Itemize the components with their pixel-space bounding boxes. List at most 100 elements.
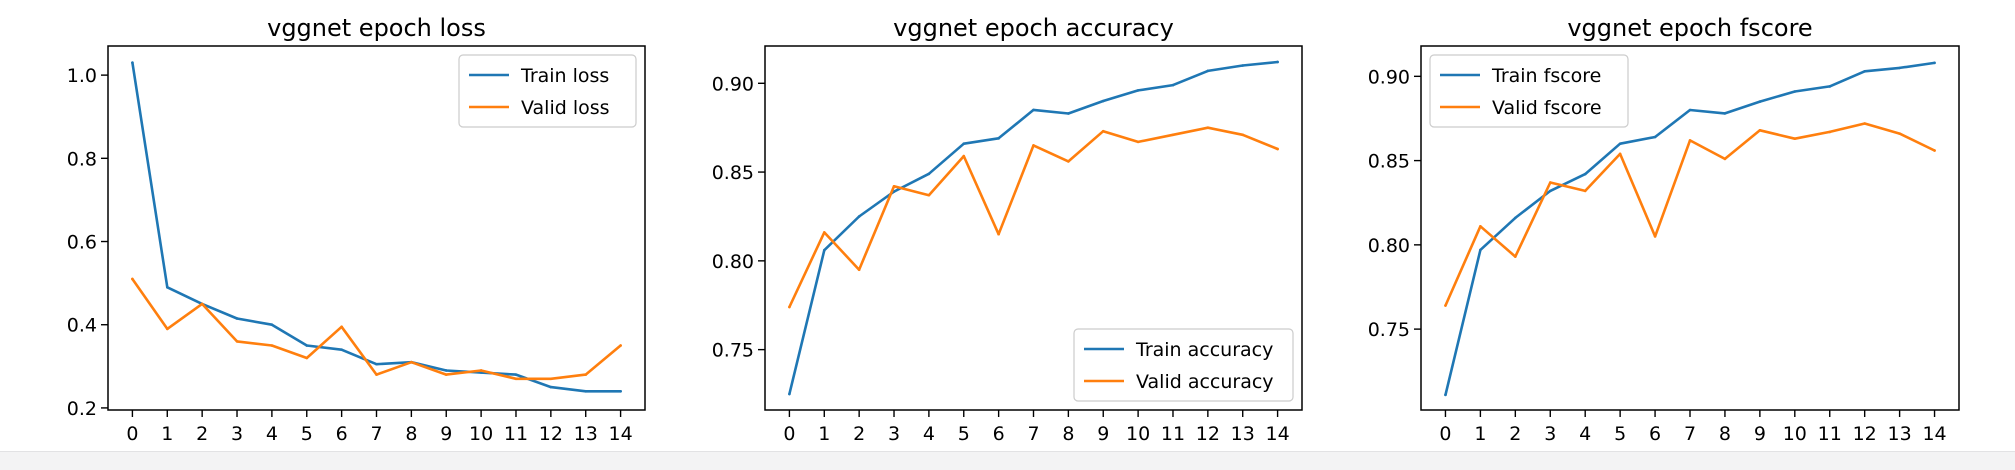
data-point bbox=[1032, 108, 1035, 112]
data-point bbox=[235, 340, 239, 343]
x-tick-label: 10 bbox=[1126, 423, 1150, 445]
data-point bbox=[1828, 130, 1832, 134]
y-tick-label: 0.4 bbox=[67, 315, 97, 337]
data-point bbox=[549, 377, 553, 381]
x-tick-label: 0 bbox=[1439, 423, 1451, 445]
data-point bbox=[1723, 112, 1727, 115]
data-point bbox=[1206, 126, 1210, 129]
data-point bbox=[1241, 133, 1245, 137]
x-tick-label: 9 bbox=[1754, 423, 1766, 445]
data-point bbox=[165, 285, 169, 289]
data-point bbox=[1688, 108, 1692, 112]
chart-title: vggnet epoch loss bbox=[267, 14, 486, 42]
x-tick-label: 10 bbox=[469, 423, 493, 445]
data-point bbox=[549, 385, 553, 389]
data-point bbox=[514, 377, 518, 381]
data-point bbox=[857, 268, 861, 272]
x-tick-label: 8 bbox=[405, 423, 417, 445]
x-tick-label: 9 bbox=[440, 423, 452, 445]
x-tick-label: 2 bbox=[196, 423, 208, 445]
data-point bbox=[619, 389, 622, 393]
x-tick-label: 11 bbox=[504, 423, 528, 445]
bottom-scroll-bar bbox=[0, 451, 2015, 470]
x-tick-label: 13 bbox=[1888, 423, 1912, 445]
legend-label: Valid fscore bbox=[1492, 97, 1602, 119]
y-tick-label: 0.90 bbox=[1368, 66, 1410, 88]
data-point bbox=[962, 154, 966, 158]
data-point bbox=[962, 142, 966, 145]
x-tick-label: 4 bbox=[1579, 423, 1591, 445]
x-tick-label: 0 bbox=[783, 423, 795, 445]
data-point bbox=[340, 348, 343, 351]
data-point bbox=[822, 231, 826, 234]
y-tick-label: 0.80 bbox=[712, 251, 754, 273]
y-tick-label: 0.75 bbox=[712, 340, 754, 362]
x-tick-label: 4 bbox=[266, 423, 278, 445]
data-point bbox=[1688, 139, 1692, 142]
data-point bbox=[1444, 393, 1447, 397]
legend-label: Train loss bbox=[520, 65, 609, 87]
data-point bbox=[857, 215, 861, 218]
data-point bbox=[1618, 152, 1622, 156]
data-point bbox=[479, 369, 483, 372]
x-tick-label: 2 bbox=[853, 423, 865, 445]
x-tick-label: 5 bbox=[301, 423, 313, 445]
x-tick-label: 14 bbox=[1265, 423, 1289, 445]
data-point bbox=[1898, 66, 1901, 70]
data-point bbox=[1241, 64, 1245, 67]
data-point bbox=[514, 373, 518, 376]
y-tick-label: 0.85 bbox=[1368, 151, 1410, 173]
x-tick-label: 3 bbox=[888, 423, 900, 445]
data-point bbox=[1933, 61, 1936, 65]
legend-label: Train fscore bbox=[1491, 65, 1601, 87]
data-point bbox=[200, 302, 204, 306]
x-tick-label: 7 bbox=[1684, 423, 1696, 445]
data-point bbox=[822, 248, 826, 252]
data-point bbox=[1479, 225, 1482, 228]
data-point bbox=[927, 193, 931, 197]
y-tick-label: 1.0 bbox=[67, 65, 97, 87]
legend-label: Valid loss bbox=[521, 97, 610, 119]
data-point bbox=[1101, 129, 1105, 133]
chart-title: vggnet epoch accuracy bbox=[893, 14, 1174, 42]
x-tick-label: 13 bbox=[1231, 423, 1255, 445]
data-point bbox=[270, 323, 274, 327]
data-point bbox=[1793, 137, 1797, 140]
data-point bbox=[1793, 90, 1797, 93]
x-tick-label: 9 bbox=[1097, 423, 1109, 445]
data-point bbox=[1583, 189, 1587, 193]
data-point bbox=[1276, 147, 1279, 151]
data-point bbox=[1171, 133, 1175, 137]
data-point bbox=[375, 362, 378, 366]
x-tick-label: 2 bbox=[1509, 423, 1521, 445]
data-point bbox=[1514, 216, 1517, 220]
data-point bbox=[1206, 69, 1210, 73]
x-tick-label: 14 bbox=[1922, 423, 1946, 445]
legend: Train fscore Valid fscore bbox=[1429, 54, 1629, 128]
x-tick-label: 8 bbox=[1062, 423, 1074, 445]
data-point bbox=[1548, 189, 1552, 193]
x-tick-label: 1 bbox=[818, 423, 830, 445]
x-tick-label: 6 bbox=[993, 423, 1005, 445]
x-tick-label: 8 bbox=[1719, 423, 1731, 445]
data-point bbox=[1067, 160, 1070, 163]
data-point bbox=[444, 369, 448, 372]
data-point bbox=[584, 373, 588, 376]
y-tick-label: 0.75 bbox=[1368, 319, 1410, 341]
data-point bbox=[1863, 69, 1866, 73]
y-tick-label: 0.85 bbox=[712, 162, 754, 184]
x-tick-label: 7 bbox=[1027, 423, 1039, 445]
x-tick-label: 12 bbox=[1196, 423, 1220, 445]
y-tick-label: 0.90 bbox=[712, 73, 754, 95]
legend-label: Valid accuracy bbox=[1136, 371, 1274, 393]
data-point bbox=[1479, 248, 1482, 252]
data-point bbox=[1653, 235, 1657, 238]
data-point bbox=[375, 373, 378, 376]
data-point bbox=[1898, 132, 1901, 135]
data-point bbox=[1653, 135, 1657, 139]
x-tick-label: 1 bbox=[1474, 423, 1486, 445]
data-point bbox=[1032, 144, 1035, 147]
data-point bbox=[788, 305, 791, 309]
